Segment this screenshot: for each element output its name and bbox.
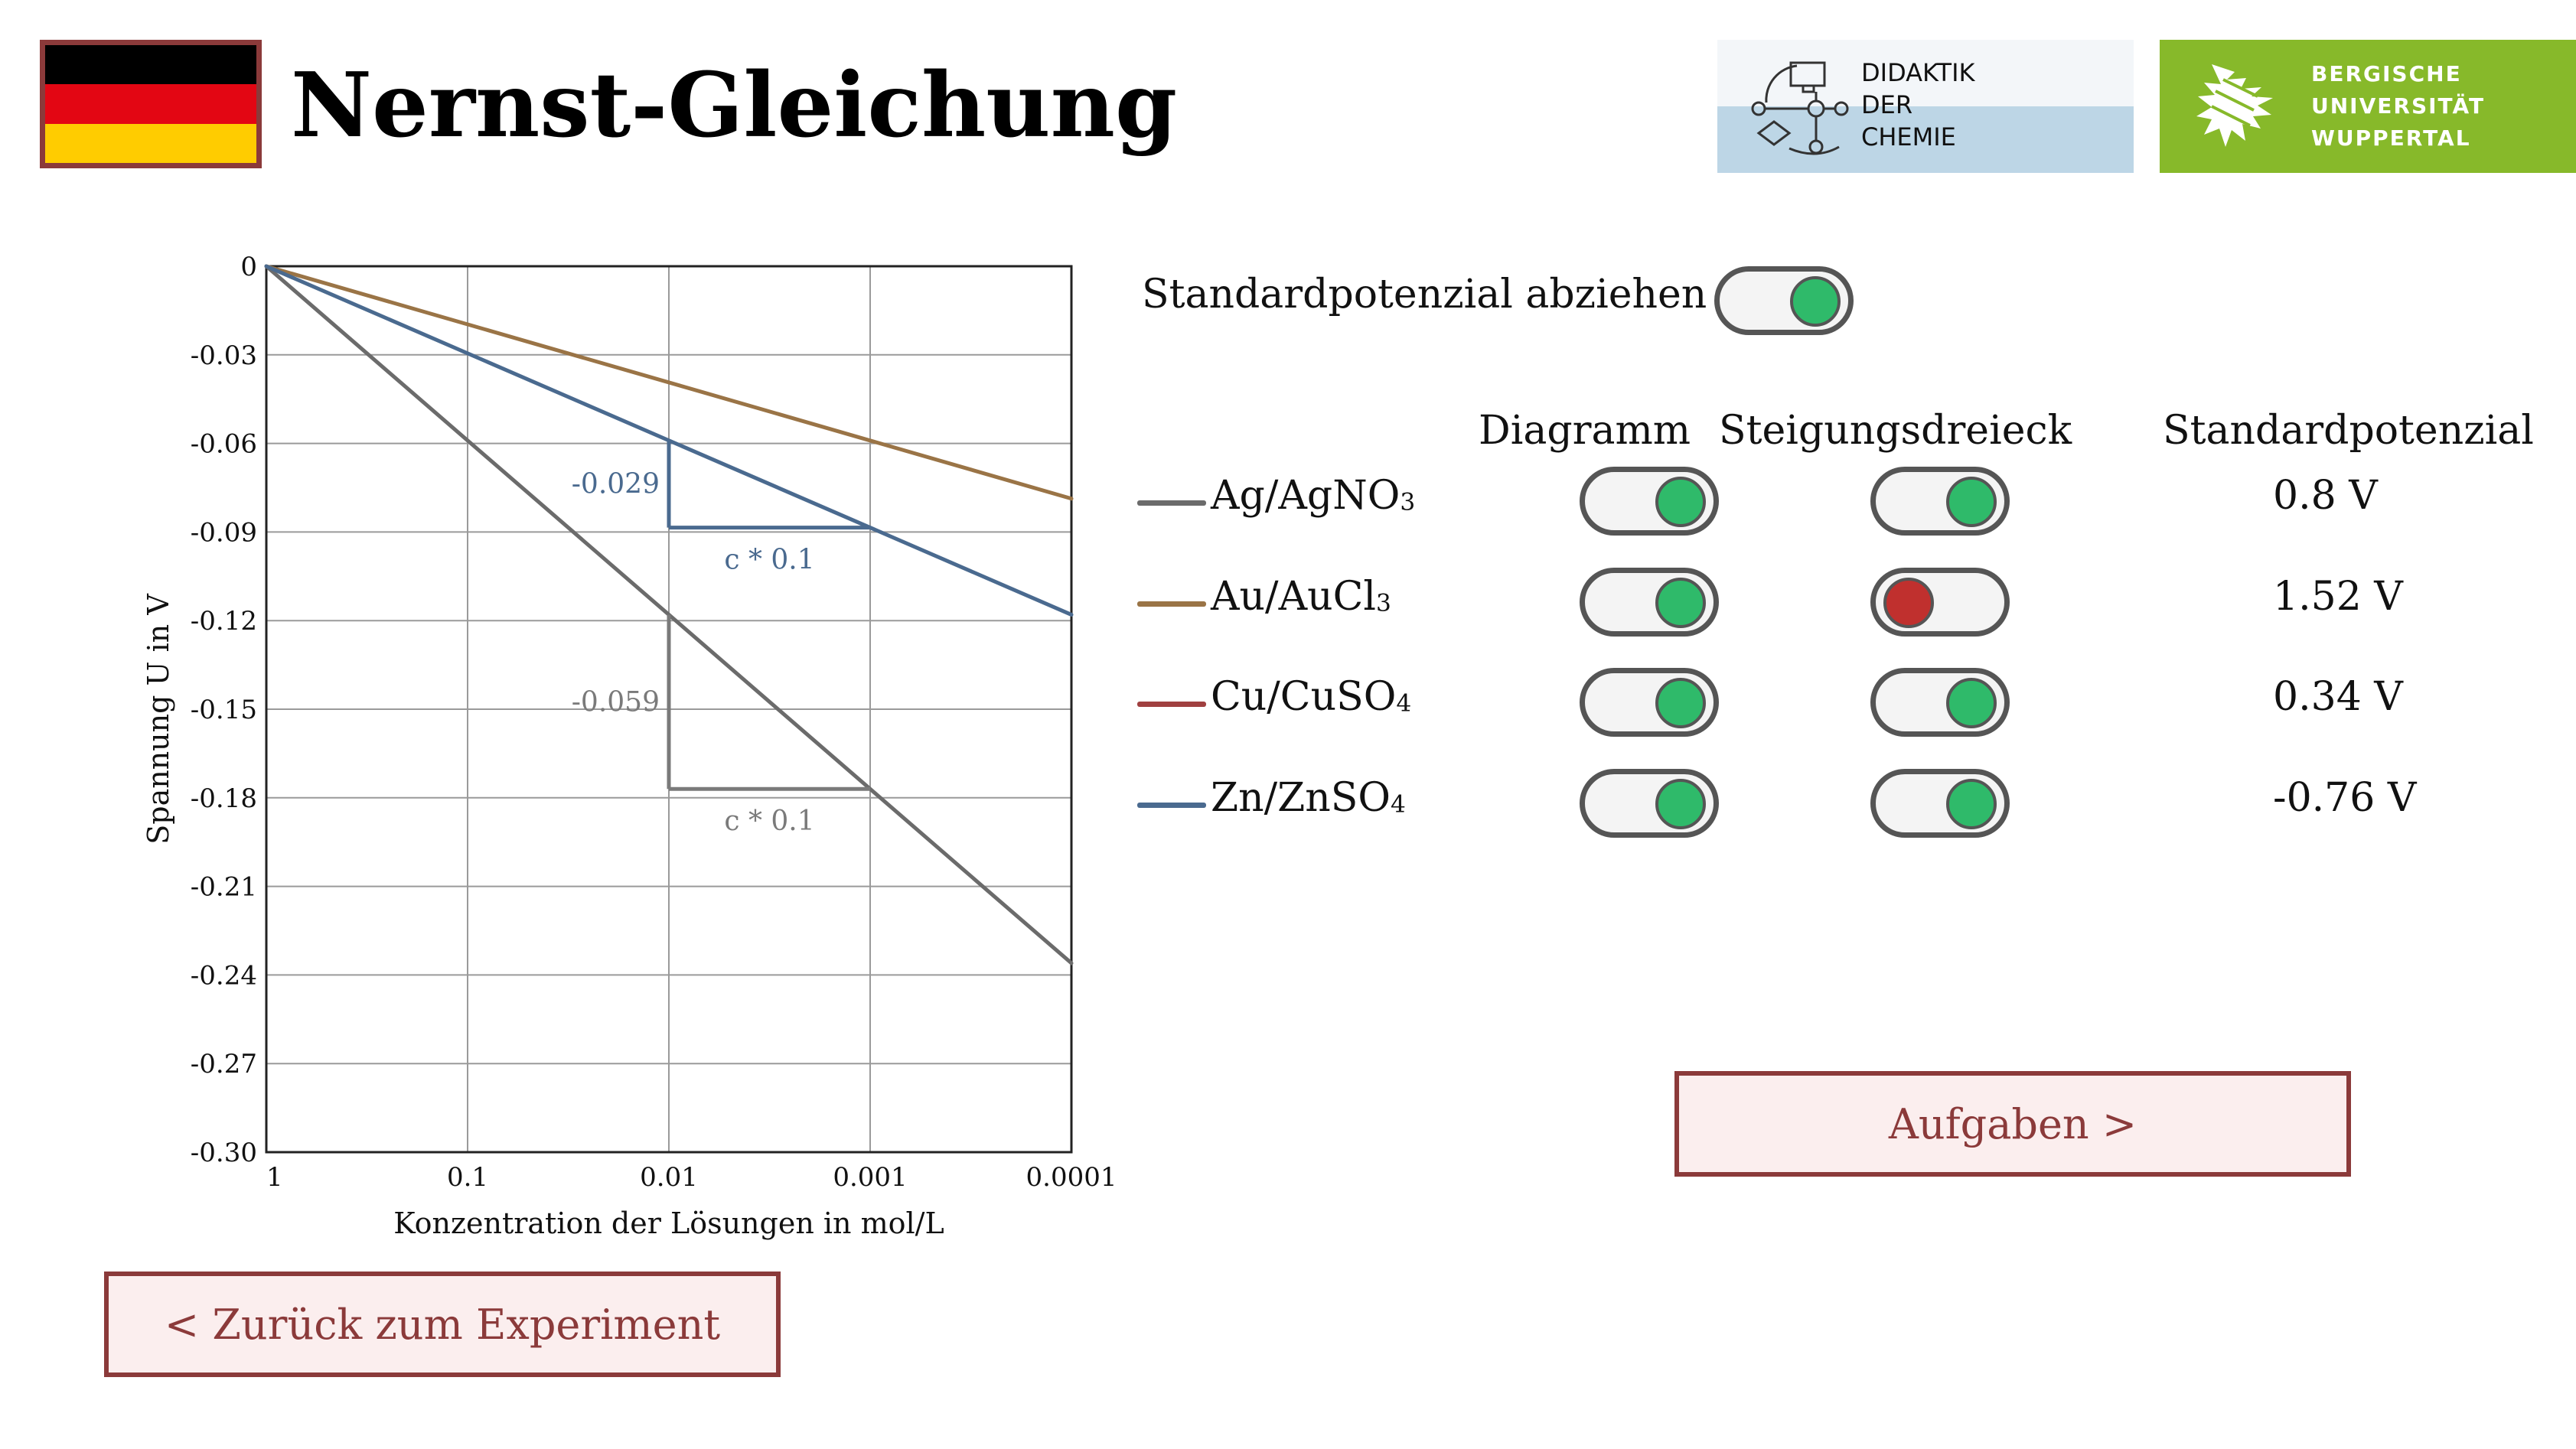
didaktik-der-chemie-logo: DIDAKTIK DER CHEMIE [1717,40,2134,173]
logo-didaktik-line-1: DIDAKTIK [1861,58,1975,87]
y-tick-label: -0.24 [191,960,257,991]
lion-logo-icon [2196,64,2273,147]
slope-dy-label: -0.029 [572,469,660,500]
toggle-knob [1655,578,1706,628]
x-tick-label: 0.0001 [1026,1162,1117,1193]
x-tick-label: 1 [266,1162,283,1193]
page-title: Nernst-Gleichung [291,54,1178,158]
x-tick-label: 0.001 [833,1162,907,1193]
electrode-label-main: Cu/CuSO [1211,674,1397,720]
toggle-knob [1655,779,1706,829]
flag-stripe-black [45,45,256,85]
subtract-standard-potential-label: Standardpotenzial abziehen [1142,272,1707,317]
diagram-toggle[interactable] [1580,467,1719,536]
electrode-label-main: Ag/AgNO [1211,473,1400,519]
y-tick-label: -0.27 [191,1049,257,1079]
y-tick-label: 0 [240,252,257,282]
column-header-slope-triangle: Steigungsdreieck [1719,408,2072,454]
electrode-label-subscript: 3 [1376,589,1391,617]
electrode-label-subscript: 3 [1400,488,1416,516]
german-flag-icon[interactable] [40,40,262,168]
slope-dx-label: c * 0.1 [724,545,814,576]
toggle-knob [1883,578,1934,628]
plot-frame [265,265,1073,1154]
legend-swatch [1137,702,1206,707]
electrode-label-main: Au/AuCl [1211,574,1377,620]
standard-potential-value: -0.76 V [2273,775,2417,821]
diagram-toggle[interactable] [1580,668,1719,737]
toggle-knob [1655,678,1706,728]
slope-triangle-toggle[interactable] [1870,568,2010,637]
toggle-knob [1946,477,1997,527]
toggle-knob [1946,779,1997,829]
x-tick-label: 0.1 [447,1162,488,1193]
diagram-toggle[interactable] [1580,769,1719,838]
slope-dx-label: c * 0.1 [724,806,814,837]
toggle-knob [1946,678,1997,728]
chart-annotations: -0.029 c * 0.1 -0.059 c * 0.1 [572,440,870,837]
y-tick-label: -0.15 [191,695,257,725]
toggle-knob [1655,477,1706,527]
electrode-label: Zn/ZnSO4 [1211,775,1406,821]
series-line [264,264,1074,501]
electrode-label: Ag/AgNO3 [1211,473,1415,519]
logo-didaktik-line-3: CHEMIE [1861,122,1956,151]
slope-dy-label: -0.059 [572,686,660,718]
y-tick-label: -0.09 [191,517,257,548]
diagram-toggle[interactable] [1580,568,1719,637]
y-tick-label: -0.06 [191,429,257,460]
back-to-experiment-button[interactable]: < Zurück zum Experiment [104,1272,781,1377]
electrode-label: Au/AuCl3 [1211,574,1391,620]
electrode-label-subscript: 4 [1396,689,1412,718]
logo-buw-line-3: WUPPERTAL [2311,125,2471,151]
slope-triangle-toggle[interactable] [1870,467,2010,536]
standard-potential-value: 0.8 V [2273,473,2378,519]
tasks-button[interactable]: Aufgaben > [1674,1071,2351,1177]
electrode-label-main: Zn/ZnSO [1211,775,1391,821]
y-axis-label: Spannung U in V [142,594,175,845]
logo-didaktik-line-2: DER [1861,90,1913,119]
chart-ticks: 1 0.1 0.01 0.001 0.0001 0 -0.03 -0.06 -0.09 -0.12… [191,252,1117,1193]
column-header-standard-potential: Standardpotenzial [2163,408,2534,454]
legend-swatch [1137,500,1206,506]
chart-grid [265,265,1073,1154]
bergische-universitaet-logo: BERGISCHE UNIVERSITÄT WUPPERTAL [2160,40,2576,173]
y-tick-label: -0.30 [191,1138,257,1168]
slope-triangle-toggle[interactable] [1870,769,2010,838]
subtract-standard-potential-toggle[interactable] [1714,266,1854,335]
y-tick-label: -0.12 [191,606,257,637]
y-tick-label: -0.18 [191,783,257,814]
x-tick-label: 0.01 [640,1162,698,1193]
logo-buw-line-1: BERGISCHE [2311,61,2462,86]
slope-triangle-toggle[interactable] [1870,668,2010,737]
flag-stripe-gold [45,123,256,163]
logo-buw-line-2: UNIVERSITÄT [2311,93,2486,119]
flag-stripe-red [45,84,256,124]
electrode-label-subscript: 4 [1391,790,1406,819]
standard-potential-value: 0.34 V [2273,674,2403,720]
legend-swatch [1137,803,1206,808]
molecule-logo-icon [1751,61,1849,155]
column-header-diagram: Diagramm [1479,408,1691,454]
electrode-label: Cu/CuSO4 [1211,674,1411,720]
y-tick-label: -0.03 [191,340,257,371]
legend-swatch [1137,601,1206,607]
x-axis-label: Konzentration der Lösungen in mol/L [393,1206,944,1240]
nernst-chart: -0.029 c * 0.1 -0.059 c * 0.1 1 0.1 0.01 0.001… [142,252,1117,1240]
standard-potential-value: 1.52 V [2273,574,2403,620]
toggle-knob [1790,276,1841,327]
y-tick-label: -0.21 [191,872,257,903]
